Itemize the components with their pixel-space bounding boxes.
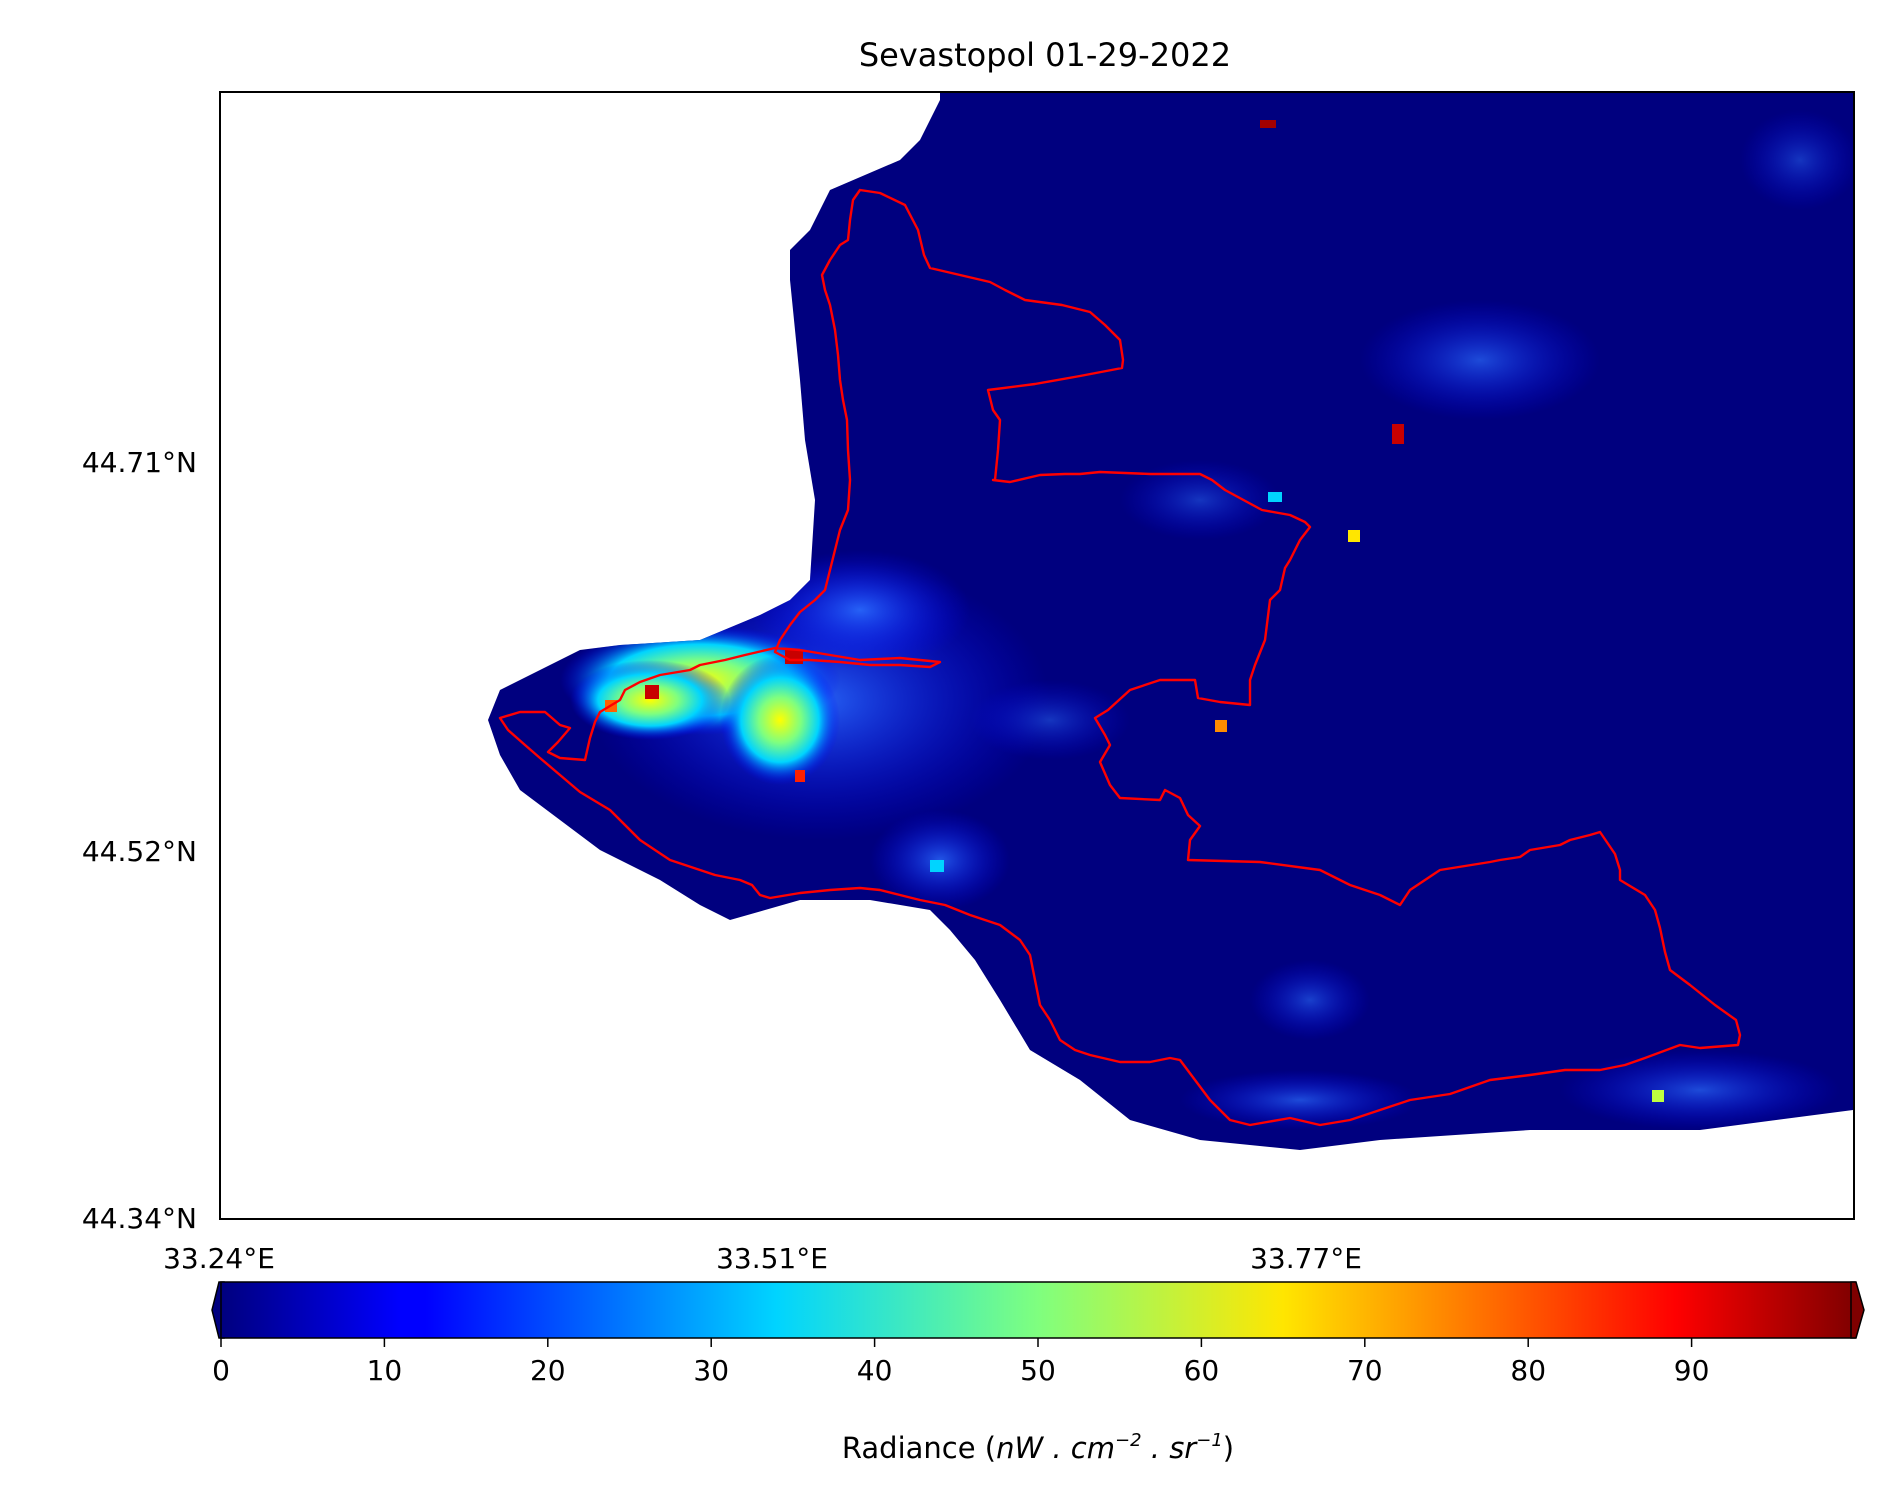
- colorbar-extend-max: [1850, 1281, 1865, 1339]
- lat-tick-label: 44.52°N: [82, 835, 197, 868]
- radiance-raster: [488, 92, 1853, 1150]
- lat-tick-label: 44.71°N: [82, 446, 197, 479]
- colorbar-tick-label: 10: [367, 1354, 403, 1387]
- raster-glows: [560, 110, 1853, 1130]
- map-title: Sevastopol 01-29-2022: [859, 36, 1231, 74]
- colorbar-tick-label: 60: [1184, 1354, 1220, 1387]
- colorbar-tick-label: 90: [1674, 1354, 1710, 1387]
- colorbar-gradient: [220, 1281, 1856, 1339]
- colorbar-label-prefix: Radiance (: [842, 1431, 996, 1465]
- colorbar-ticks: 0 10 20 30 40 50 60 70 80 90: [212, 1338, 1709, 1387]
- lat-tick-label: 44.34°N: [82, 1202, 197, 1235]
- lon-tick-label: 33.51°E: [716, 1242, 828, 1275]
- map-axes-frame: [219, 91, 1855, 1220]
- colorbar-tick-label: 30: [693, 1354, 729, 1387]
- latitude-tick-labels: 44.71°N 44.52°N 44.34°N: [82, 446, 197, 1235]
- colorbar: 0 10 20 30 40 50 60 70 80 90 Radiance (nW . cm−2 …: [211, 1281, 1865, 1465]
- city-boundary: [498, 188, 1742, 1127]
- lon-tick-label: 33.77°E: [1250, 1242, 1362, 1275]
- colorbar-tick-label: 0: [212, 1354, 230, 1387]
- colorbar-label-mid: . sr: [1142, 1431, 1199, 1465]
- colorbar-tick-label: 70: [1347, 1354, 1383, 1387]
- longitude-tick-labels: 33.24°E 33.51°E 33.77°E: [163, 1242, 1362, 1275]
- colorbar-tick-label: 40: [857, 1354, 893, 1387]
- lon-tick-label: 33.24°E: [163, 1242, 275, 1275]
- colorbar-label-suffix: ): [1223, 1431, 1234, 1465]
- colorbar-tick-label: 20: [530, 1354, 566, 1387]
- colorbar-tick-label: 80: [1510, 1354, 1546, 1387]
- colorbar-label-exp1: −2: [1115, 1430, 1142, 1451]
- colorbar-tick-label: 50: [1020, 1354, 1056, 1387]
- colorbar-label-units: nW . cm: [996, 1431, 1115, 1465]
- colorbar-label: Radiance (nW . cm−2 . sr−1): [842, 1430, 1234, 1465]
- raster-base: [488, 92, 1853, 1150]
- colorbar-label-exp2: −1: [1196, 1430, 1223, 1451]
